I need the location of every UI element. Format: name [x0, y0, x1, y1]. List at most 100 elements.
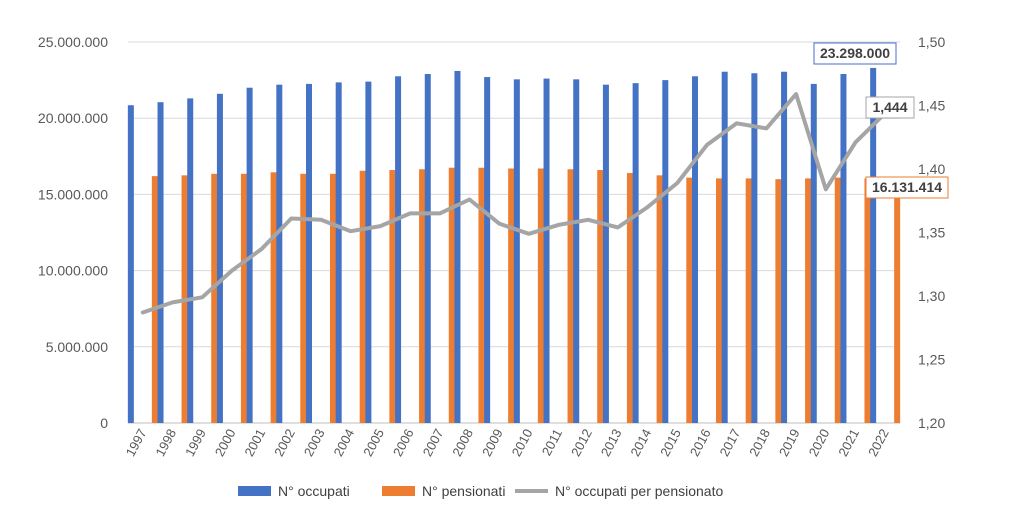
bar-pensionati [508, 168, 515, 423]
x-tick-label: 2013 [598, 426, 625, 459]
bar-occupati [721, 71, 728, 423]
bar-pensionati [834, 177, 841, 423]
x-tick-label: 2004 [331, 426, 358, 459]
line-series [140, 92, 888, 315]
bar-pensionati [597, 170, 604, 423]
legend: N° occupati N° pensionati N° occupati per … [238, 483, 723, 499]
bar-occupati [157, 102, 164, 423]
bar-occupati [543, 78, 550, 424]
x-tick-label: 2006 [390, 426, 417, 459]
bar-occupati [306, 83, 312, 423]
bar-occupati [662, 80, 669, 423]
x-tick-label: 2022 [865, 426, 892, 459]
x-tick-label: 2008 [449, 426, 476, 459]
bar-pensionati [270, 172, 277, 423]
bar-occupati [573, 79, 580, 423]
callout-label: 1,444 [872, 99, 907, 115]
bar-pensionati [240, 173, 247, 423]
bar-occupati [513, 79, 520, 423]
x-tick-label: 2002 [271, 426, 298, 459]
bar-occupati [751, 73, 758, 423]
bar-pensionati [805, 178, 812, 423]
bar-pensionati [300, 173, 307, 423]
x-tick-label: 2015 [657, 426, 684, 459]
x-tick-label: 2011 [539, 426, 565, 458]
y-axis-right-ticks: 1,20 1,25 1,30 1,35 1,40 1,45 1,50 [918, 34, 945, 431]
legend-label: N° occupati [278, 483, 350, 499]
bar-occupati [870, 67, 877, 423]
callout-box [865, 176, 949, 199]
data-callouts: 23.298.000 1,444 16.131.414 [813, 42, 949, 199]
bar-pensionati [626, 173, 633, 423]
bar-occupati [424, 74, 431, 423]
callout-label: 23.298.000 [820, 45, 890, 61]
bar-pensionati [478, 167, 485, 423]
x-tick-label: 2016 [687, 426, 714, 459]
bar-occupati [276, 84, 283, 423]
x-tick-label: 1998 [152, 426, 179, 459]
bar-occupati [395, 76, 402, 423]
x-tick-label: 2007 [420, 426, 447, 459]
bar-pensionati [389, 170, 396, 423]
x-tick-label: 2019 [776, 426, 803, 459]
bar-pensionati [656, 175, 663, 423]
y2-tick-label: 1,20 [918, 415, 945, 431]
bar-occupati [602, 84, 609, 423]
bar-pensionati [419, 169, 426, 423]
x-tick-label: 2012 [568, 426, 595, 459]
legend-label: N° pensionati [422, 483, 505, 499]
bar-pensionati [745, 178, 752, 423]
bar-occupati [840, 74, 847, 423]
x-tick-label: 2003 [301, 426, 328, 459]
x-tick-label: 2001 [241, 426, 268, 459]
y-tick-label: 25.000.000 [38, 34, 108, 50]
x-tick-label: 1997 [123, 426, 150, 459]
bar-pensionati [716, 178, 722, 423]
y-tick-label: 20.000.000 [38, 110, 108, 126]
bar-pensionati [537, 168, 544, 423]
bar-pensionati [775, 179, 782, 423]
bar-occupati [632, 83, 639, 423]
y2-tick-label: 1,50 [918, 34, 945, 50]
bar-occupati [365, 81, 372, 424]
y2-tick-label: 1,25 [918, 352, 945, 368]
y2-tick-label: 1,40 [918, 161, 945, 177]
x-tick-label: 2010 [509, 426, 536, 459]
bar-occupati [454, 70, 461, 424]
x-tick-label: 1999 [182, 426, 209, 459]
y2-tick-label: 1,45 [918, 98, 945, 114]
y-tick-label: 10.000.000 [38, 263, 108, 279]
legend-swatch [238, 486, 271, 496]
x-tick-label: 2017 [717, 426, 744, 459]
bar-occupati [127, 105, 134, 423]
bar-pensionati [151, 176, 158, 423]
callout-box [865, 96, 915, 119]
x-axis-ticks: 1997 1998 1999 2000 2001 2002 2003 2004 2005 2006… [123, 426, 892, 459]
bar-occupati [484, 77, 491, 423]
bar-series [127, 67, 901, 424]
callout-box [813, 42, 897, 65]
bar-pensionati [864, 178, 871, 423]
legend-swatch [382, 486, 415, 496]
bar-pensionati [211, 173, 218, 423]
y2-tick-label: 1,35 [918, 225, 945, 241]
x-tick-label: 2000 [212, 426, 239, 459]
bar-occupati [187, 98, 194, 423]
x-tick-label: 2018 [746, 426, 773, 459]
bar-pensionati [448, 167, 455, 423]
bar-pensionati [330, 173, 336, 423]
bar-pensionati [686, 177, 693, 423]
legend-label: N° occupati per pensionato [555, 483, 723, 499]
y-tick-label: 5.000.000 [46, 339, 108, 355]
x-tick-label: 2014 [627, 426, 654, 459]
bar-occupati [692, 76, 698, 423]
y-tick-label: 15.000.000 [38, 186, 108, 202]
line-occupati-per-pensionato [140, 92, 888, 315]
bar-pensionati [359, 170, 366, 423]
x-tick-label: 2021 [835, 426, 862, 459]
y2-tick-label: 1,30 [918, 288, 945, 304]
bar-pensionati [567, 169, 574, 423]
x-tick-label: 2009 [479, 426, 506, 459]
x-tick-label: 2005 [360, 426, 387, 459]
